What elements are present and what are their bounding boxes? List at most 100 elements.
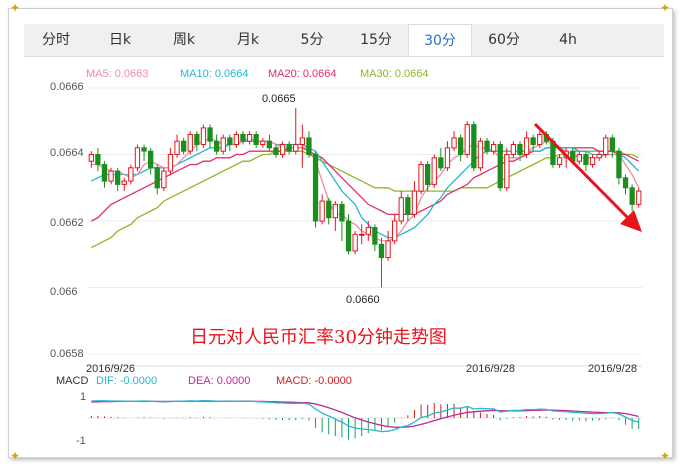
candle-down: [266, 140, 273, 149]
tab-weekly-k[interactable]: 周k: [172, 32, 196, 48]
candle-up: [589, 157, 596, 166]
candle-down: [517, 144, 523, 155]
candle-down: [339, 203, 345, 222]
macd-dea-legend: DEA: 0.0000: [188, 375, 250, 387]
candle-down: [616, 150, 622, 179]
candle-up: [556, 157, 563, 166]
candle-down: [438, 157, 444, 169]
candle-down: [629, 187, 635, 205]
candle-down: [312, 154, 319, 222]
ma10-line: [91, 140, 640, 239]
x-axis-label: 2016/9/28: [466, 363, 515, 375]
ma5-line: [91, 137, 640, 242]
candle-down: [609, 137, 616, 152]
tab-15min[interactable]: 15分: [360, 32, 392, 48]
candle-up: [392, 220, 398, 242]
candle-up: [161, 170, 167, 189]
candle-up: [576, 154, 583, 162]
legend-ma20: MA20: 0.0664: [268, 68, 337, 80]
gridlines: [88, 87, 642, 367]
macd-dif-line: [91, 399, 639, 433]
y-tick-label: 0.0662: [50, 217, 84, 229]
tab-5min[interactable]: 5分: [300, 32, 324, 48]
candle-down: [253, 134, 259, 145]
candle-down: [95, 154, 101, 165]
tab-daily-k[interactable]: 日k: [108, 32, 132, 48]
candle-up: [464, 124, 470, 155]
x-axis-label: 2016/9/28: [588, 363, 637, 375]
tab-monthly-k[interactable]: 月k: [236, 32, 260, 48]
candle-up: [319, 200, 325, 222]
candle-up: [491, 144, 497, 152]
candle-down: [497, 144, 503, 189]
legend-ma10: MA10: 0.0664: [180, 68, 249, 80]
ma30-line: [91, 150, 639, 249]
candle-down: [306, 137, 312, 155]
candle-down: [286, 144, 292, 152]
high-annotation: 0.0665: [262, 93, 296, 105]
candle-up: [385, 240, 391, 258]
candle-up: [411, 190, 418, 215]
tab-30min[interactable]: 30分: [408, 24, 472, 56]
chart-frame: [8, 8, 673, 458]
candle-down: [227, 137, 233, 145]
candle-up: [510, 144, 517, 155]
legend-ma30: MA30: 0.0664: [360, 68, 429, 80]
candle-down: [345, 220, 352, 252]
macd-panel: [88, 399, 642, 440]
tab-4h[interactable]: 4h: [559, 32, 577, 48]
candle-up: [537, 134, 543, 145]
candle-up: [636, 190, 642, 205]
candle-down: [458, 137, 464, 155]
legend-ma5: MA5: 0.0663: [86, 68, 148, 80]
candle-down: [207, 127, 213, 142]
candle-up: [352, 233, 358, 252]
candle-down: [115, 170, 121, 185]
candle-down: [622, 177, 629, 189]
candle-up: [504, 154, 510, 189]
candle-up: [477, 140, 484, 169]
candle-down: [141, 147, 147, 152]
candle-up: [108, 170, 114, 182]
candle-up: [128, 167, 134, 182]
candle-up: [233, 134, 239, 145]
candle-up: [359, 233, 365, 236]
chart-caption: 日元对人民币汇率30分钟走势图: [190, 327, 447, 348]
x-axis-label: 2016/9/26: [86, 363, 135, 375]
candle-up: [418, 164, 424, 192]
star-icon: ✦: [10, 1, 21, 15]
low-annotation: 0.0660: [346, 294, 380, 306]
downtrend-arrow: [533, 122, 642, 232]
star-icon: ✦: [660, 449, 671, 463]
candle-up: [220, 137, 226, 152]
candle-down: [154, 167, 160, 189]
candle-up: [444, 147, 451, 169]
y-tick-label: 0.066: [50, 286, 78, 298]
y-tick-label: 0.0664: [50, 147, 84, 159]
macd-label: MACD: [56, 375, 88, 387]
tab-60min[interactable]: 60分: [488, 32, 520, 48]
tab-fenshi[interactable]: 分时: [42, 32, 70, 48]
candle-up: [523, 137, 530, 155]
y-tick-label: 0.0658: [50, 348, 84, 360]
candle-down: [484, 140, 490, 152]
candle-down: [471, 124, 477, 169]
candle-down: [425, 164, 431, 185]
candle-up: [246, 134, 253, 142]
candle-up: [167, 154, 174, 172]
macd-dif-legend: DIF: -0.0000: [96, 375, 157, 387]
candle-down: [372, 227, 378, 245]
ma20-line: [91, 147, 639, 222]
star-icon: ✦: [10, 449, 21, 463]
macd-value-legend: MACD: -0.0000: [276, 375, 352, 387]
candle-up: [121, 180, 127, 185]
candle-up: [603, 137, 609, 155]
macd-dea-line: [91, 400, 639, 428]
candle-down: [181, 140, 187, 152]
candle-down: [405, 197, 411, 215]
y-tick-label: 0.0666: [50, 81, 84, 93]
candles: [88, 107, 642, 288]
candle-down: [326, 200, 332, 219]
candle-up: [293, 144, 299, 152]
